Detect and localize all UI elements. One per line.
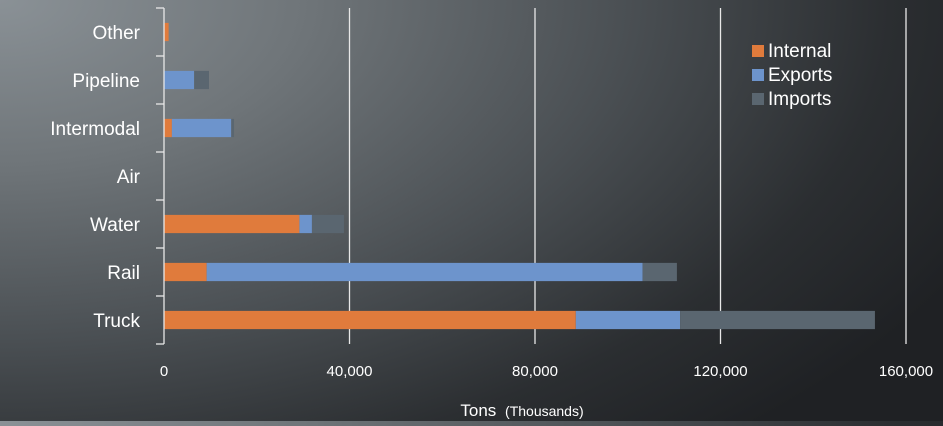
- bar-internal-rail: [164, 262, 207, 282]
- gridlines: [348, 8, 907, 344]
- y-axis: [156, 7, 165, 345]
- legend-label: Imports: [768, 89, 831, 110]
- bar-imports-intermodal: [231, 118, 235, 138]
- bar-exports-rail: [206, 262, 643, 282]
- bar-internal-other: [164, 22, 169, 42]
- legend-label: Exports: [768, 65, 832, 86]
- x-tick-label: 40,000: [327, 363, 373, 380]
- bar-imports-pipeline: [194, 70, 209, 90]
- bar-exports-pipeline: [164, 70, 195, 90]
- legend: Internal Exports Imports: [752, 41, 832, 110]
- x-tick-labels: 0 40,000 80,000 120,000 160,000: [160, 363, 933, 380]
- y-tick-label: Pipeline: [72, 71, 140, 92]
- y-tick-label: Air: [117, 167, 141, 188]
- legend-swatch: [752, 69, 764, 81]
- bar-imports-water: [311, 214, 344, 234]
- bar-exports-truck: [575, 310, 681, 330]
- x-axis-title-sub: (Thousands): [505, 403, 584, 419]
- y-tick-labels: Truck Rail Water Air Intermodal Pipeline Other: [50, 23, 140, 332]
- legend-swatch: [752, 93, 764, 105]
- y-tick-label: Water: [90, 215, 141, 236]
- bar-imports-truck: [680, 310, 875, 330]
- legend-label: Internal: [768, 41, 831, 62]
- x-axis-title: Tons (Thousands): [460, 401, 583, 420]
- x-tick-label: 0: [160, 363, 168, 380]
- x-tick-label: 120,000: [693, 363, 747, 380]
- y-tick-label: Intermodal: [50, 119, 140, 140]
- x-tick-label: 80,000: [512, 363, 558, 380]
- y-tick-label: Truck: [93, 311, 140, 332]
- bars: [164, 22, 875, 330]
- bar-exports-water: [299, 214, 312, 234]
- x-tick-label: 160,000: [879, 363, 933, 380]
- bar-imports-rail: [642, 262, 677, 282]
- bar-internal-water: [164, 214, 300, 234]
- y-tick-label: Rail: [107, 263, 140, 284]
- y-tick-label: Other: [92, 23, 140, 44]
- bar-internal-intermodal: [164, 118, 172, 138]
- legend-swatch: [752, 45, 764, 57]
- bar-internal-truck: [164, 310, 576, 330]
- bar-exports-intermodal: [171, 118, 232, 138]
- x-axis-title-main: Tons: [460, 401, 496, 420]
